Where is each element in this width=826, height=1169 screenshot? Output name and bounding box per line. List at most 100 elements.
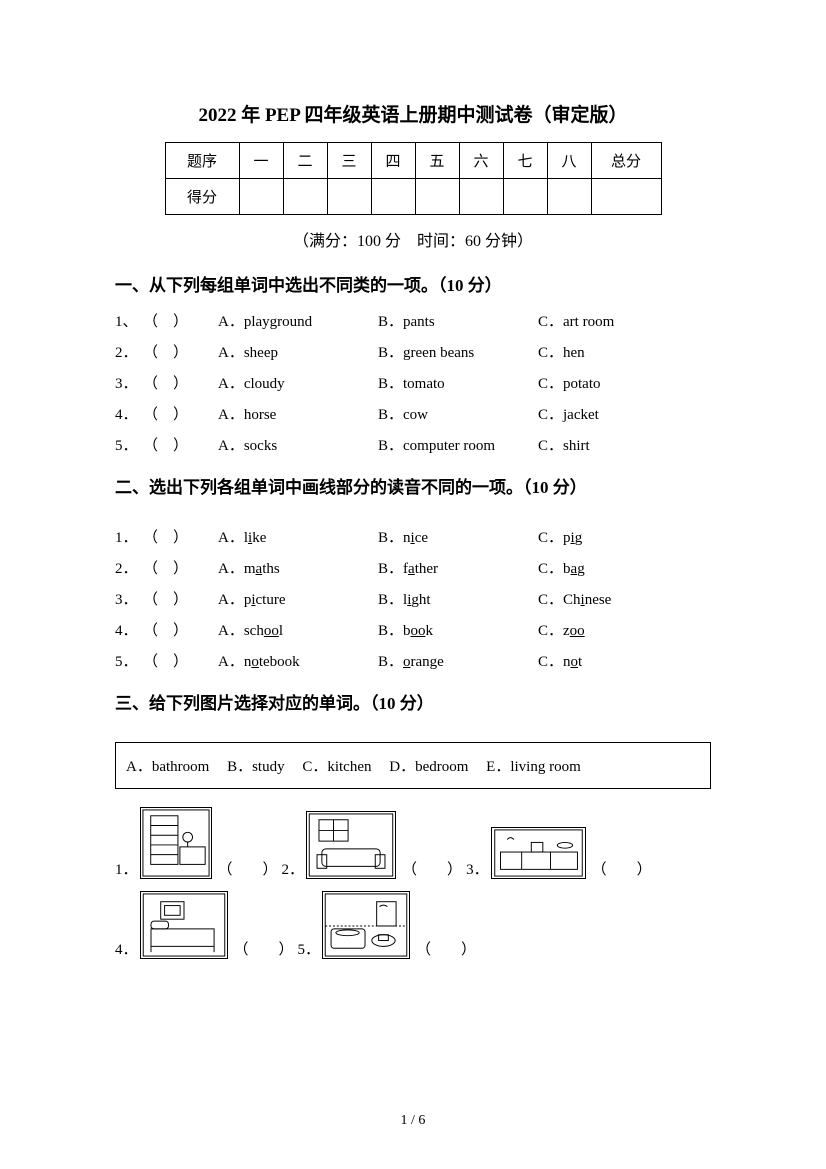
option-a: A．notebook — [218, 650, 378, 671]
option-c: C．Chinese — [538, 588, 688, 609]
option-d: D．bedroom — [389, 759, 468, 775]
option-c: C．bag — [538, 557, 688, 578]
answer-blank[interactable]: （ ） — [592, 858, 652, 879]
page-number: 1 / 6 — [0, 1113, 826, 1129]
answer-blank[interactable]: （ ） — [143, 557, 218, 578]
option-a: A．sheep — [218, 341, 378, 362]
section-1-questions: 1、 （ ） A．playground B．pants C．art room 2… — [115, 310, 711, 455]
option-a: A．socks — [218, 434, 378, 455]
option-b: B．green beans — [378, 341, 538, 362]
question-number: 1、 — [115, 310, 143, 331]
option-c: C．art room — [538, 310, 688, 331]
answer-blank[interactable]: （ ） — [143, 650, 218, 671]
table-col-7: 七 — [503, 143, 547, 179]
table-score-label: 得分 — [165, 179, 239, 215]
option-a: A．school — [218, 619, 378, 640]
option-a: A．picture — [218, 588, 378, 609]
question-row: 1． （ ） A．like B．nice C．pig — [115, 526, 711, 547]
table-col-5: 五 — [415, 143, 459, 179]
score-cell[interactable] — [327, 179, 371, 215]
option-a: A．playground — [218, 310, 378, 331]
option-c: C．shirt — [538, 434, 688, 455]
table-total-label: 总分 — [591, 143, 661, 179]
score-cell[interactable] — [283, 179, 327, 215]
score-cell[interactable] — [503, 179, 547, 215]
document-title: 2022 年 PEP 四年级英语上册期中测试卷（审定版） — [115, 100, 711, 127]
table-col-1: 一 — [239, 143, 283, 179]
option-c: C．potato — [538, 372, 688, 393]
question-row: 3． （ ） A．picture B．light C．Chinese — [115, 588, 711, 609]
score-cell[interactable] — [371, 179, 415, 215]
score-cell[interactable] — [239, 179, 283, 215]
table-col-4: 四 — [371, 143, 415, 179]
section-2-heading: 二、选出下列各组单词中画线部分的读音不同的一项。（10 分） — [115, 473, 711, 498]
score-cell[interactable] — [415, 179, 459, 215]
pic-number: 5． — [298, 938, 321, 959]
exam-info: （满分：100 分 时间：60 分钟） — [115, 227, 711, 251]
kitchen-icon — [491, 827, 586, 879]
question-number: 3． — [115, 588, 143, 609]
question-row: 4． （ ） A．school B．book C．zoo — [115, 619, 711, 640]
option-c: C．hen — [538, 341, 688, 362]
question-row: 2． （ ） A．sheep B．green beans C．hen — [115, 341, 711, 362]
option-a: A．cloudy — [218, 372, 378, 393]
option-c: C．kitchen — [302, 759, 371, 775]
table-header-label: 题序 — [165, 143, 239, 179]
answer-blank[interactable]: （ ） — [143, 372, 218, 393]
option-b: B．pants — [378, 310, 538, 331]
question-number: 2． — [115, 341, 143, 362]
score-total-cell[interactable] — [591, 179, 661, 215]
bathroom-icon — [322, 891, 410, 959]
question-row: 2． （ ） A．maths B．father C．bag — [115, 557, 711, 578]
option-c: C．zoo — [538, 619, 688, 640]
question-number: 5． — [115, 434, 143, 455]
question-row: 1、 （ ） A．playground B．pants C．art room — [115, 310, 711, 331]
answer-blank[interactable]: （ ） — [143, 403, 218, 424]
word-options-box: A．bathroom B．study C．kitchen D．bedroom E… — [115, 742, 711, 789]
question-number: 2． — [115, 557, 143, 578]
answer-blank[interactable]: （ ） — [143, 341, 218, 362]
picture-row-1: 1． （ ） 2． （ ） 3． （ ） — [115, 807, 711, 879]
answer-blank[interactable]: （ ） — [143, 526, 218, 547]
question-row: 3． （ ） A．cloudy B．tomato C．potato — [115, 372, 711, 393]
bedroom-icon — [140, 891, 228, 959]
score-cell[interactable] — [547, 179, 591, 215]
option-a: A．like — [218, 526, 378, 547]
score-cell[interactable] — [459, 179, 503, 215]
option-b: B．study — [227, 759, 285, 775]
answer-blank[interactable]: （ ） — [218, 858, 278, 879]
answer-blank[interactable]: （ ） — [143, 310, 218, 331]
table-col-3: 三 — [327, 143, 371, 179]
pic-number: 1． — [115, 858, 138, 879]
table-col-2: 二 — [283, 143, 327, 179]
question-number: 3． — [115, 372, 143, 393]
answer-blank[interactable]: （ ） — [143, 434, 218, 455]
answer-blank[interactable]: （ ） — [143, 619, 218, 640]
question-number: 5． — [115, 650, 143, 671]
pic-number: 3． — [466, 858, 489, 879]
question-number: 4． — [115, 403, 143, 424]
score-table: 题序 一 二 三 四 五 六 七 八 总分 得分 — [165, 142, 662, 215]
table-col-8: 八 — [547, 143, 591, 179]
question-number: 1． — [115, 526, 143, 547]
picture-row-2: 4． （ ） 5． （ ） — [115, 891, 711, 959]
study-room-icon — [140, 807, 212, 879]
option-b: B．light — [378, 588, 538, 609]
question-row: 5． （ ） A．socks B．computer room C．shirt — [115, 434, 711, 455]
option-b: B．book — [378, 619, 538, 640]
living-room-icon — [306, 811, 396, 879]
option-b: B．tomato — [378, 372, 538, 393]
answer-blank[interactable]: （ ） — [416, 938, 476, 959]
option-a: A．maths — [218, 557, 378, 578]
section-1-heading: 一、从下列每组单词中选出不同类的一项。（10 分） — [115, 271, 711, 296]
option-b: B．orange — [378, 650, 538, 671]
answer-blank[interactable]: （ ） — [143, 588, 218, 609]
answer-blank[interactable]: （ ） — [234, 938, 294, 959]
pic-number: 2． — [282, 858, 305, 879]
option-b: B．cow — [378, 403, 538, 424]
answer-blank[interactable]: （ ） — [402, 858, 462, 879]
option-c: C．pig — [538, 526, 688, 547]
pic-number: 4． — [115, 938, 138, 959]
option-b: B．computer room — [378, 434, 538, 455]
option-b: B．father — [378, 557, 538, 578]
